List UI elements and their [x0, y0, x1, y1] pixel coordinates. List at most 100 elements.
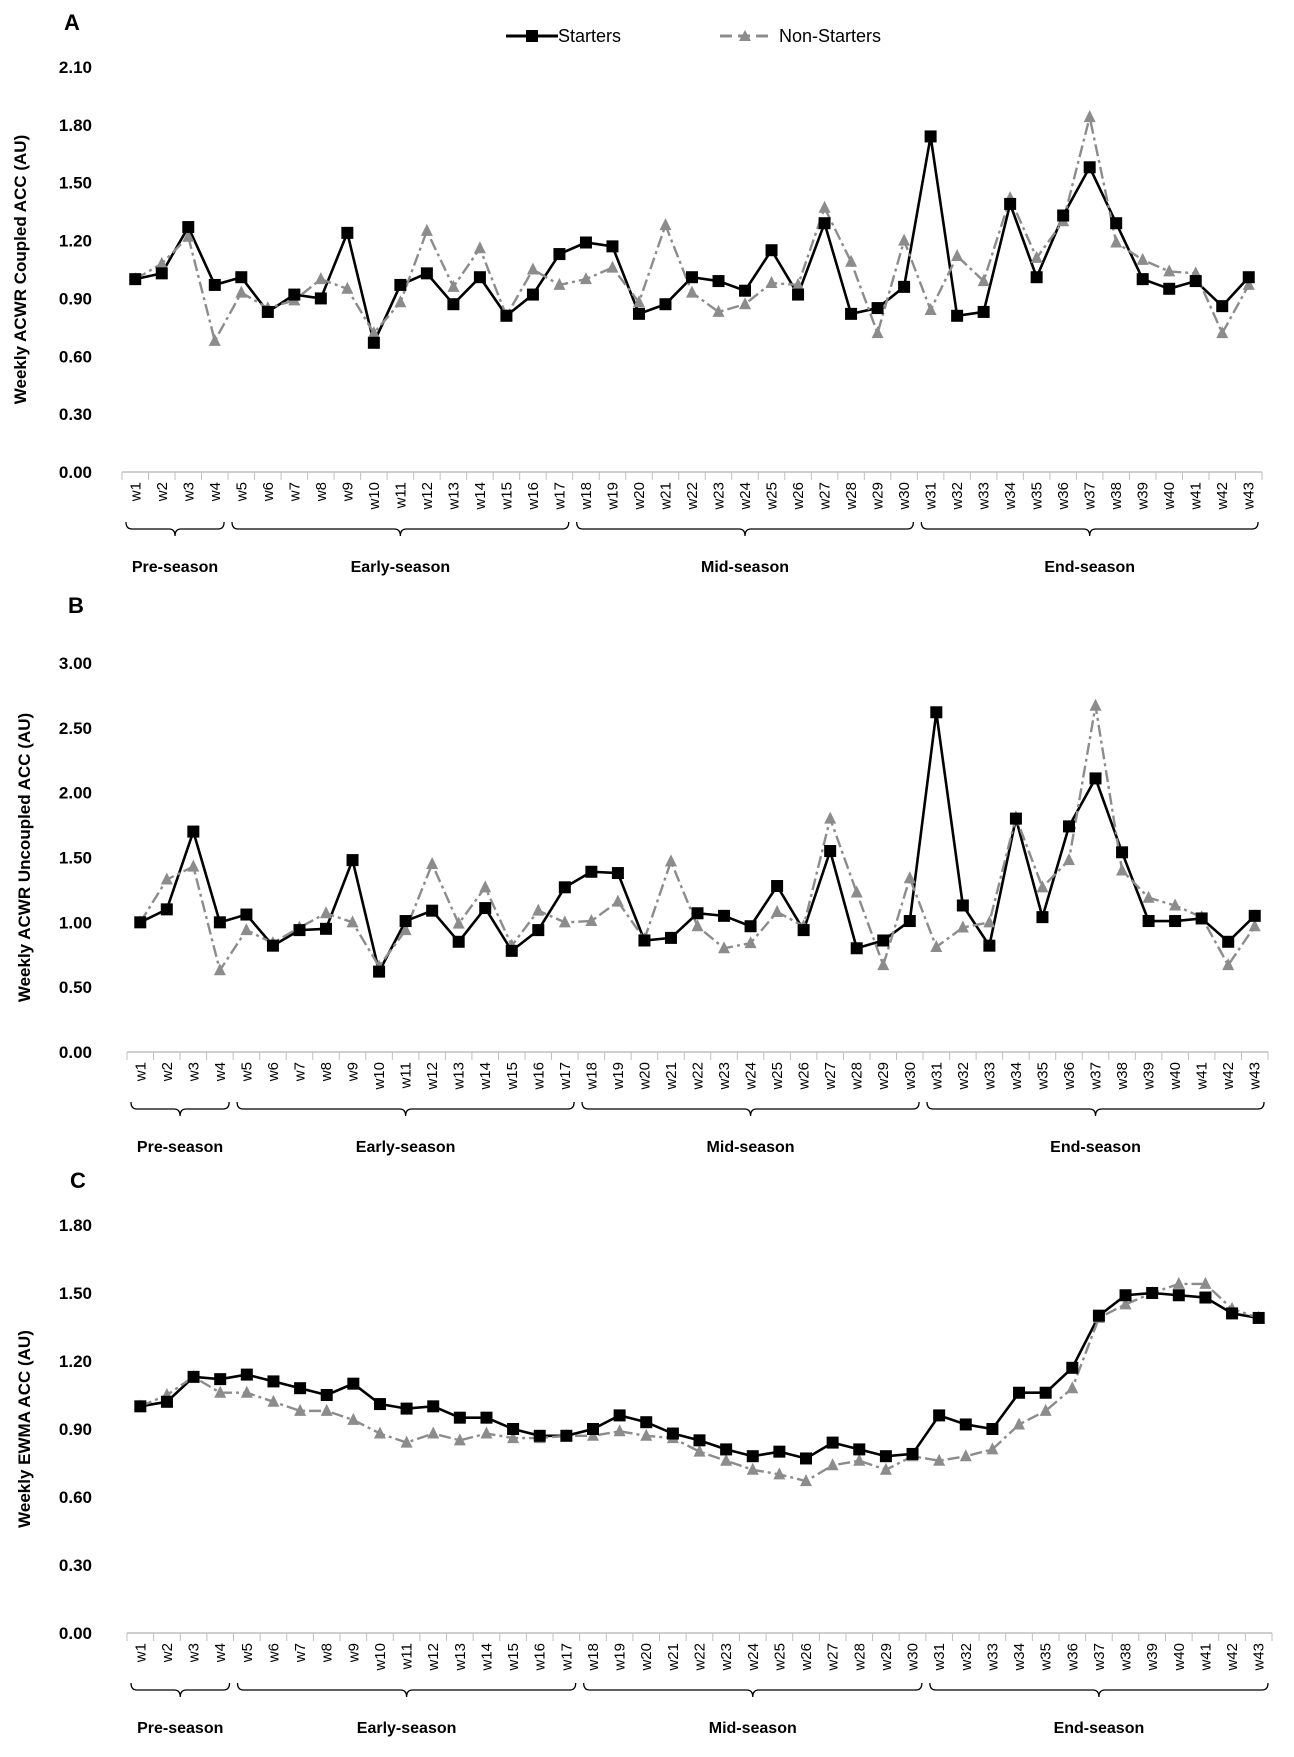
x-tick-label: w16 [530, 1062, 547, 1091]
data-point-starters [266, 939, 279, 952]
x-tick-label: w40 [1161, 482, 1178, 511]
data-point-non-starters [1116, 863, 1129, 876]
data-point-non-starters [341, 281, 354, 294]
data-point-starters [826, 1436, 839, 1449]
x-tick-label: w16 [525, 482, 542, 511]
series-line-non-starters [134, 116, 1250, 345]
x-tick-label: w7 [286, 482, 303, 502]
data-point-starters [632, 307, 645, 320]
data-point-non-starters [1036, 880, 1049, 893]
x-tick-label: w6 [265, 1062, 282, 1082]
data-point-starters [213, 916, 226, 929]
data-point-non-starters [294, 1403, 307, 1416]
x-tick-label: w31 [931, 1643, 948, 1672]
data-point-non-starters [399, 923, 412, 936]
data-point-starters [1226, 1307, 1239, 1320]
data-point-non-starters [1199, 1276, 1212, 1289]
phase-label: Pre-season [137, 1139, 223, 1156]
data-point-non-starters [267, 1394, 280, 1407]
data-point-non-starters [1119, 1297, 1132, 1310]
data-point-starters [347, 1377, 360, 1390]
x-tick-label: w15 [498, 482, 515, 511]
data-point-starters [479, 902, 492, 915]
x-tick-label: w1 [132, 1643, 149, 1663]
data-point-starters [399, 915, 412, 928]
data-point-non-starters [898, 233, 911, 246]
data-point-starters [129, 273, 142, 286]
data-point-non-starters [744, 936, 757, 949]
data-point-non-starters [977, 274, 990, 287]
x-tick-label: w3 [186, 1643, 203, 1663]
data-point-starters [800, 1452, 813, 1465]
data-point-non-starters [1172, 1276, 1185, 1289]
data-point-starters [1146, 1287, 1159, 1299]
y-tick-label: 2.50 [59, 719, 92, 738]
data-point-starters [208, 278, 221, 291]
data-point-starters [1004, 197, 1017, 210]
y-tick-label: 0.90 [59, 289, 92, 308]
data-point-non-starters [585, 914, 598, 927]
data-point-starters [447, 298, 460, 311]
phase-label: Mid-season [701, 559, 789, 576]
x-tick-label: w37 [1091, 1643, 1108, 1672]
x-tick-label: w34 [1008, 1062, 1025, 1091]
y-tick-label: 0.00 [59, 1624, 92, 1643]
x-tick-label: w10 [366, 482, 383, 511]
data-point-starters [1013, 1386, 1026, 1399]
data-point-non-starters [1110, 235, 1123, 248]
x-tick-label: w36 [1064, 1643, 1081, 1672]
data-point-starters [134, 1400, 147, 1413]
x-tick-label: w38 [1108, 482, 1125, 511]
data-point-starters [155, 267, 168, 280]
data-point-starters [718, 909, 731, 922]
x-tick-label: w30 [896, 482, 913, 511]
y-tick-label: 0.90 [59, 1420, 92, 1439]
data-point-starters [452, 935, 465, 948]
data-point-starters [739, 284, 752, 297]
legend-starters-marker [526, 30, 538, 42]
x-tick-label: w40 [1171, 1643, 1188, 1672]
phase-brace [130, 1101, 230, 1117]
data-point-starters [1169, 915, 1182, 928]
data-point-non-starters [1062, 853, 1075, 866]
data-point-non-starters [853, 1453, 866, 1466]
x-tick-label: w33 [984, 1643, 1001, 1672]
x-tick-label: w38 [1118, 1643, 1135, 1672]
data-point-starters [930, 706, 943, 719]
data-point-non-starters [850, 885, 863, 898]
data-point-non-starters [1169, 898, 1182, 911]
y-tick-label: 1.00 [59, 913, 92, 932]
data-point-non-starters [659, 218, 672, 231]
x-tick-label: w39 [1135, 482, 1152, 511]
y-tick-label: 0.00 [59, 463, 92, 482]
data-point-non-starters [507, 1431, 520, 1444]
data-point-non-starters [826, 1458, 839, 1471]
phase-brace [125, 521, 225, 537]
data-point-starters [951, 309, 964, 322]
x-tick-label: w13 [452, 1643, 469, 1672]
x-tick-label: w19 [604, 482, 621, 511]
data-point-starters [1030, 271, 1043, 284]
data-point-non-starters [771, 904, 784, 917]
data-point-non-starters [420, 223, 433, 236]
x-tick-label: w20 [631, 482, 648, 511]
data-point-starters [797, 924, 810, 937]
data-point-non-starters [845, 254, 858, 267]
data-point-starters [686, 271, 698, 284]
phase-brace [231, 521, 570, 537]
data-point-starters [659, 298, 672, 311]
x-tick-label: w15 [505, 1643, 522, 1672]
data-point-starters [1119, 1289, 1132, 1302]
x-tick-label: w2 [159, 1643, 176, 1663]
data-point-starters [507, 1423, 520, 1435]
x-tick-label: w16 [532, 1643, 549, 1672]
data-point-non-starters [765, 276, 778, 288]
x-tick-label: w41 [1188, 482, 1205, 511]
data-point-non-starters [924, 303, 937, 315]
data-point-starters [453, 1411, 466, 1424]
phase-brace [583, 1682, 923, 1698]
x-tick-label: w19 [610, 1062, 627, 1091]
x-tick-label: w1 [132, 1062, 149, 1082]
data-point-starters [480, 1411, 493, 1424]
x-tick-label: w26 [790, 482, 807, 511]
